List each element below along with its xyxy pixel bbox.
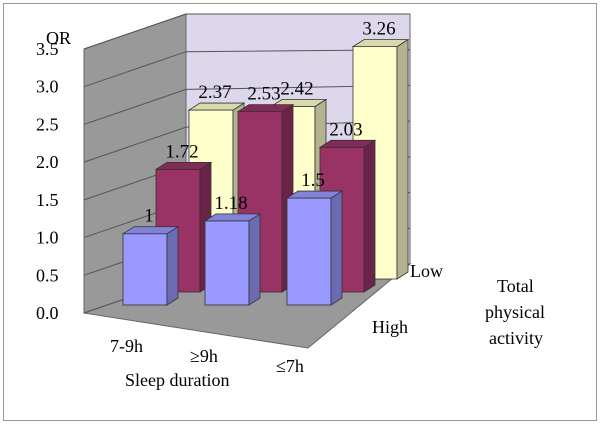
bar-top-face: [154, 161, 213, 170]
bar-top-face: [318, 139, 377, 148]
data-label: 2.53: [247, 84, 280, 105]
bar-high-0: [121, 225, 180, 306]
category-labels: 7-9h ≥9h ≤7h: [110, 336, 304, 376]
bar-side-face: [166, 225, 179, 306]
y-tick-label: 0.0: [36, 303, 59, 323]
bar-top-face: [351, 39, 410, 48]
y-tick-label: 3.0: [36, 77, 59, 97]
bar-side-face: [396, 38, 409, 280]
y-tick-label: 1.0: [36, 228, 59, 248]
category-label: 7-9h: [110, 336, 143, 356]
data-label: 1: [144, 206, 154, 227]
y-tick-label: 0.5: [36, 265, 59, 285]
data-label: 1.18: [214, 193, 247, 214]
y-tick-label: 2.5: [36, 114, 59, 134]
x-axis-title: Sleep duration: [125, 370, 229, 390]
gridline: [83, 120, 411, 163]
data-label: 2.42: [280, 79, 313, 100]
bar-high-1: [203, 213, 262, 306]
depth-series-label: Low: [410, 261, 443, 281]
bar-side-face: [363, 139, 376, 293]
data-label: 1.72: [165, 141, 198, 162]
y-tick-label: 1.5: [36, 190, 59, 210]
bars: [121, 38, 410, 306]
bar-side-face: [248, 213, 261, 306]
bar-top-face: [121, 226, 180, 235]
category-label: ≤7h: [276, 356, 304, 376]
gridline: [83, 13, 410, 50]
depth-labels: High Low: [372, 261, 443, 337]
y-tick-label: 3.5: [36, 39, 59, 59]
bar-front-face: [122, 233, 168, 306]
bar-front-face: [204, 220, 250, 306]
data-labels: 2.37 2.42 3.26 1.72 2.53 2.03 1 1.18 1.5: [144, 19, 395, 227]
data-label: 2.37: [198, 82, 231, 103]
depth-axis-title-line-2: physical: [485, 302, 545, 322]
gridline: [83, 84, 411, 125]
y-tick-label: 2.0: [36, 152, 59, 172]
depth-axis-title-line-1: Total: [497, 276, 534, 296]
bar-top-face: [187, 102, 246, 111]
depth-series-label: High: [372, 317, 408, 337]
category-label: ≥9h: [190, 346, 218, 366]
data-label: 1.5: [301, 170, 325, 191]
y-axis-title: OR: [46, 28, 71, 48]
bar-top-face: [285, 190, 344, 199]
bar-top-face: [203, 213, 262, 222]
bar-side-face: [330, 190, 343, 306]
y-tick-labels: 0.0 0.5 1.0 1.5 2.0 2.5 3.0 3.5: [36, 39, 59, 323]
bar-high-2: [285, 190, 344, 306]
depth-axis-title-line-3: activity: [489, 328, 543, 348]
data-label: 2.03: [329, 119, 362, 140]
data-label: 3.26: [362, 19, 395, 40]
gridline: [83, 49, 411, 88]
bar-top-face: [236, 104, 295, 113]
bar-front-face: [286, 197, 332, 306]
